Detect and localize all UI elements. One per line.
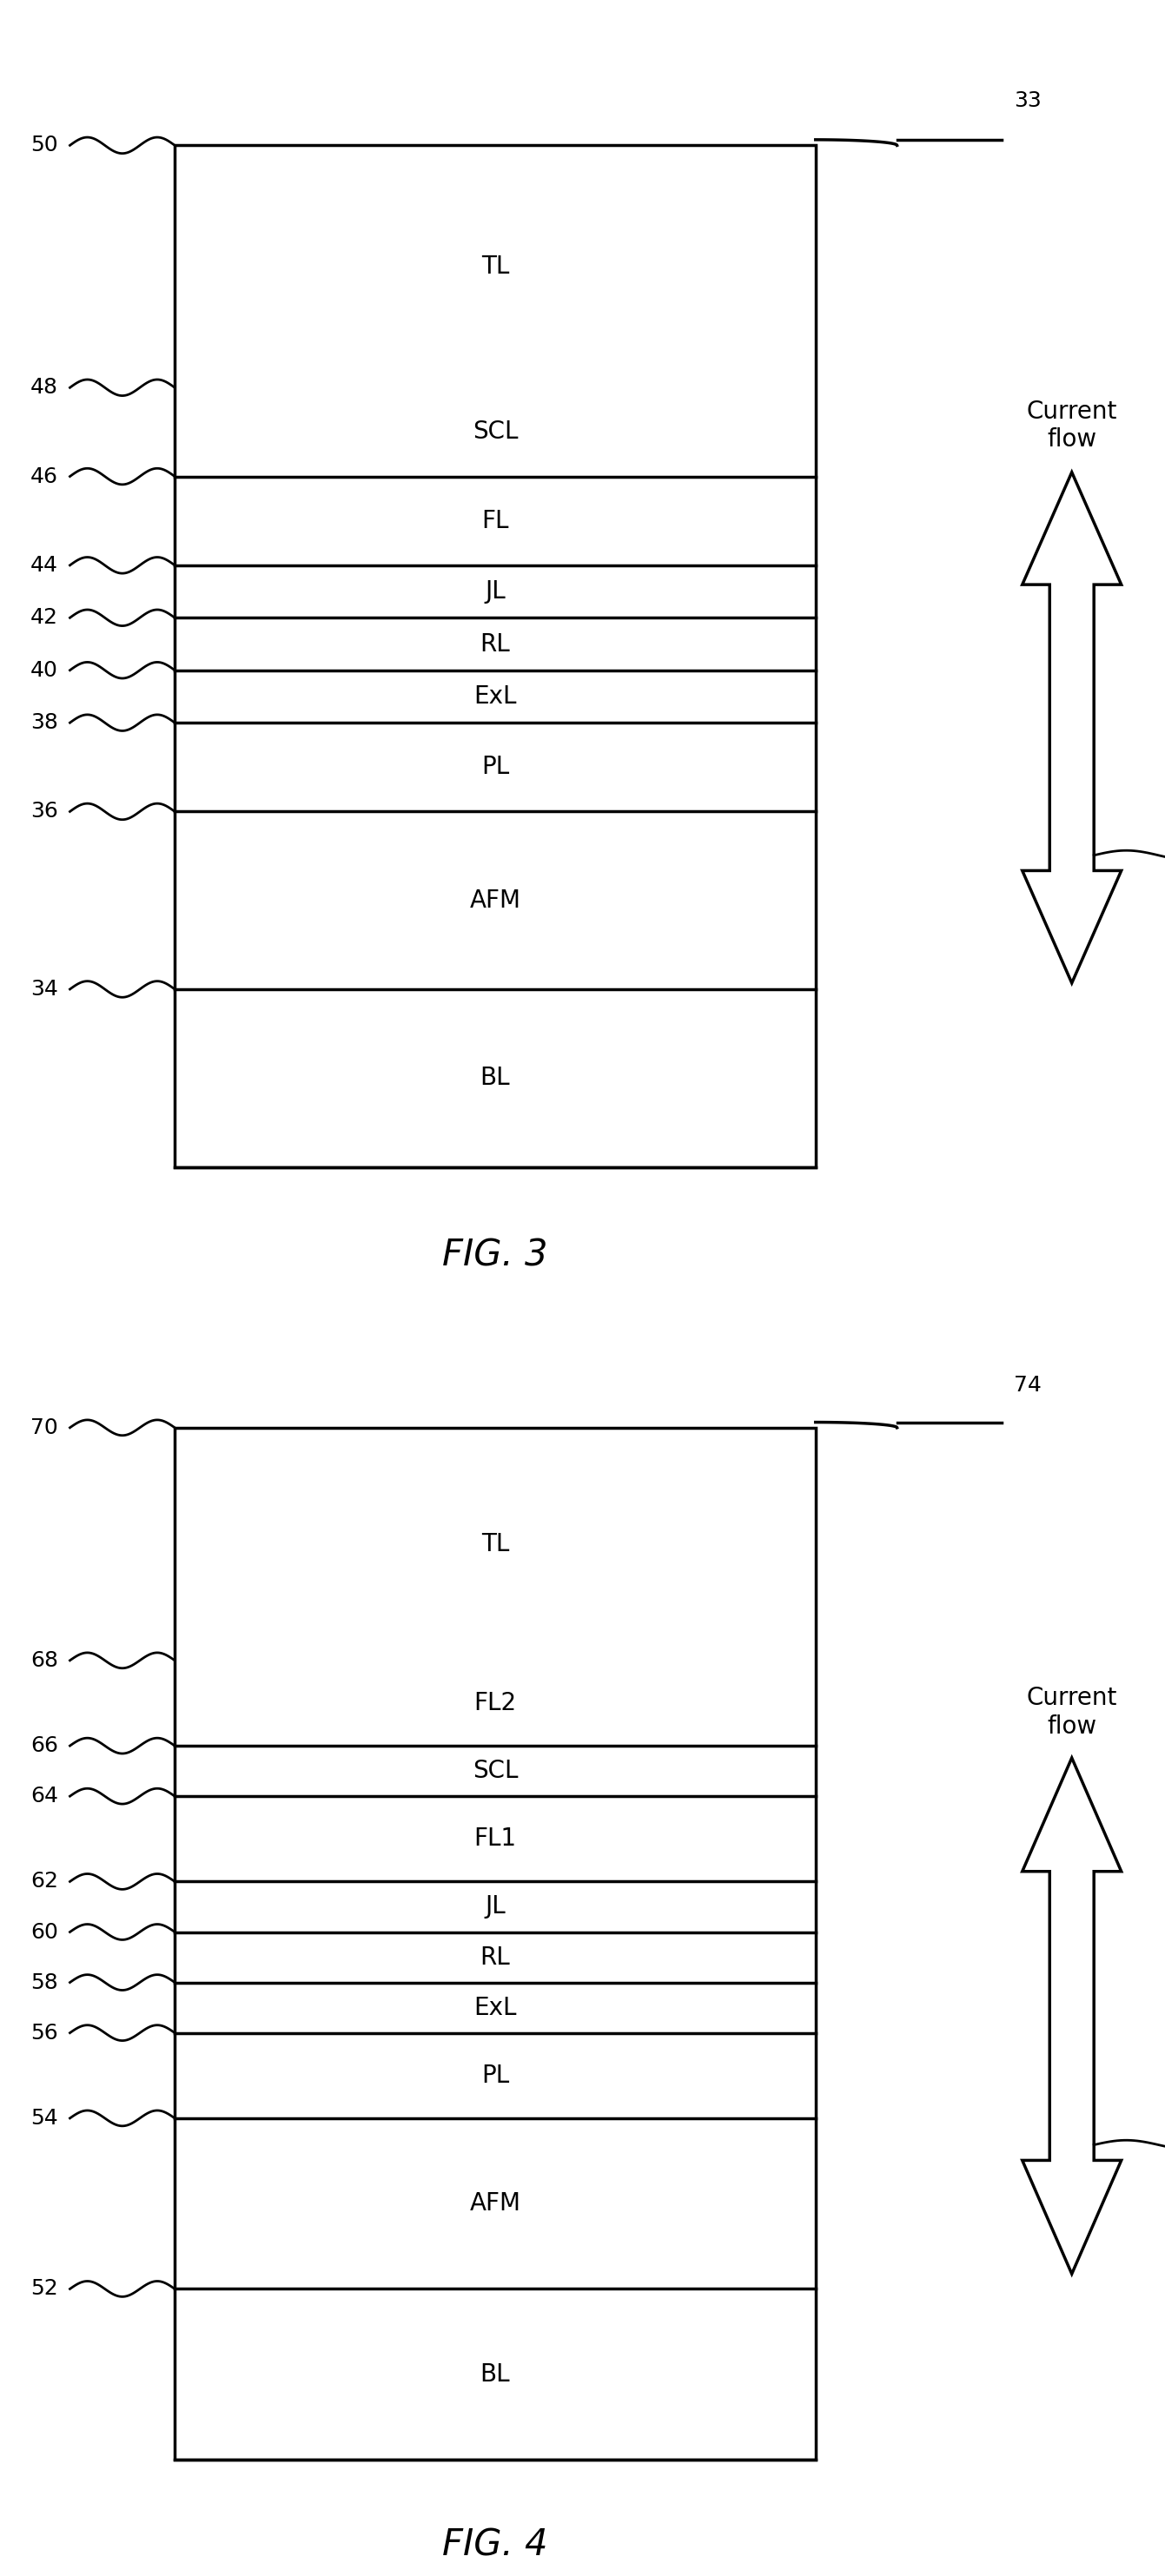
Text: AFM: AFM (469, 2192, 521, 2215)
Text: RL: RL (480, 631, 510, 657)
Text: FL2: FL2 (474, 1690, 516, 1716)
Text: Current
flow: Current flow (1026, 399, 1117, 451)
Text: BL: BL (480, 1066, 510, 1090)
Text: 42: 42 (30, 608, 58, 629)
Polygon shape (1023, 1757, 1121, 2275)
Text: FIG. 3: FIG. 3 (443, 1236, 548, 1275)
Polygon shape (1023, 471, 1121, 984)
Text: 40: 40 (30, 659, 58, 680)
Text: 68: 68 (30, 1651, 58, 1672)
Text: JL: JL (485, 580, 506, 603)
Text: PL: PL (481, 755, 509, 781)
Text: 50: 50 (30, 134, 58, 155)
Text: 62: 62 (30, 1870, 58, 1891)
Text: 58: 58 (30, 1973, 58, 1994)
Text: 60: 60 (30, 1922, 58, 1942)
Text: 46: 46 (30, 466, 58, 487)
Text: SCL: SCL (472, 420, 518, 443)
Text: FL: FL (481, 507, 509, 533)
Text: ExL: ExL (474, 685, 516, 708)
Text: Current
flow: Current flow (1026, 1687, 1117, 1739)
Text: 48: 48 (30, 376, 58, 399)
Text: 74: 74 (1014, 1376, 1042, 1396)
Bar (175, 144, 815, 1167)
Text: PL: PL (481, 2063, 509, 2087)
Text: BL: BL (480, 2362, 510, 2385)
Text: TL: TL (481, 1533, 509, 1556)
Text: 54: 54 (30, 2107, 58, 2128)
Text: 44: 44 (30, 554, 58, 574)
Text: JL: JL (485, 1893, 506, 1919)
Text: TL: TL (481, 255, 509, 278)
Text: FL1: FL1 (474, 1826, 516, 1852)
Text: 34: 34 (30, 979, 58, 999)
Text: FIG. 4: FIG. 4 (443, 2527, 548, 2563)
Bar (175, 1427, 815, 2460)
Text: ExL: ExL (474, 1996, 516, 2020)
Text: 66: 66 (30, 1736, 58, 1757)
Text: AFM: AFM (469, 889, 521, 912)
Text: 52: 52 (30, 2280, 58, 2300)
Text: 56: 56 (30, 2022, 58, 2043)
Text: 70: 70 (30, 1417, 58, 1437)
Text: 33: 33 (1014, 90, 1042, 111)
Text: 36: 36 (30, 801, 58, 822)
Text: 64: 64 (30, 1785, 58, 1806)
Text: SCL: SCL (472, 1759, 518, 1783)
Text: RL: RL (480, 1945, 510, 1971)
Text: 38: 38 (30, 714, 58, 734)
